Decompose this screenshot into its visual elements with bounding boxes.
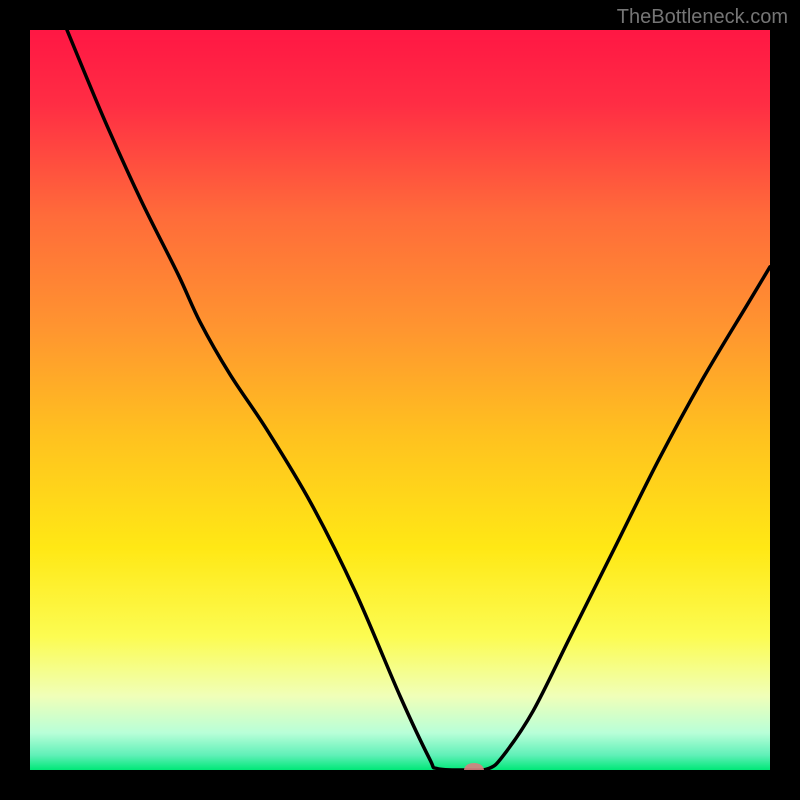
bottleneck-chart	[0, 0, 800, 800]
chart-container: TheBottleneck.com	[0, 0, 800, 800]
plot-background	[30, 30, 770, 770]
watermark-text: TheBottleneck.com	[617, 6, 788, 29]
